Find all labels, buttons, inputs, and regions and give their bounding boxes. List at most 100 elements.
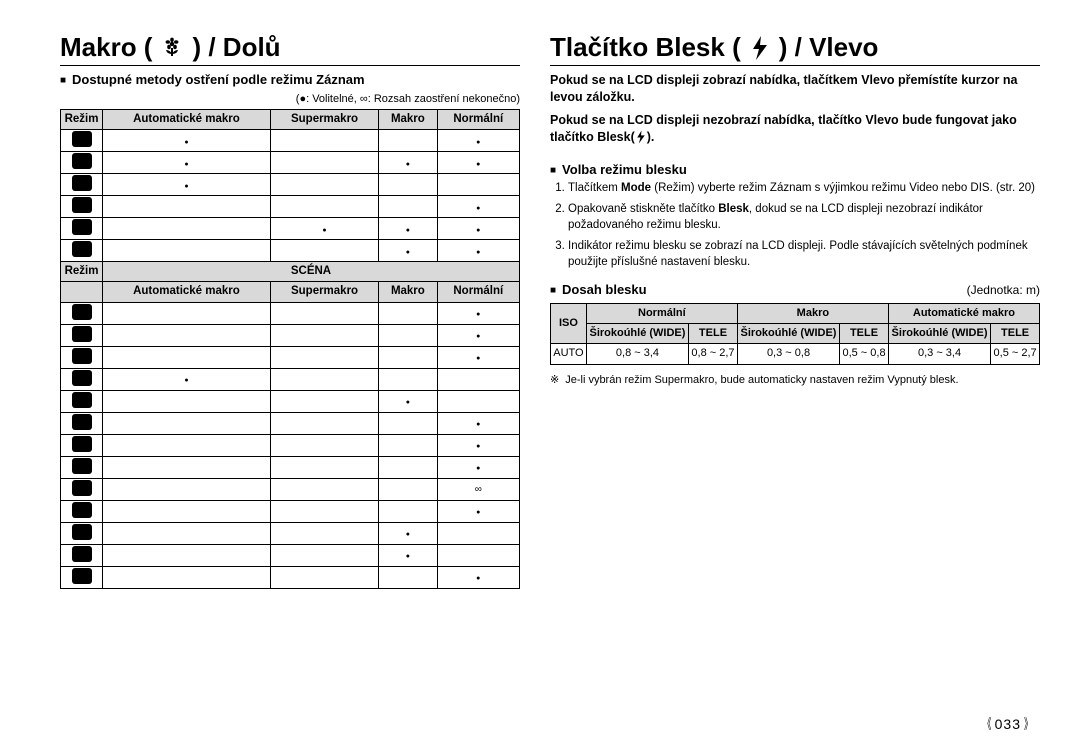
- cell-macro: [379, 302, 437, 324]
- th-wide3: Širokoúhlé (WIDE): [888, 324, 990, 344]
- mode-icon-cell: [61, 130, 103, 152]
- cell-macro: [379, 390, 437, 412]
- mode-icon-cell: [61, 522, 103, 544]
- mode-icon-cell: [61, 368, 103, 390]
- cell-normal: [437, 522, 519, 544]
- rtitle-post: ) / Vlevo: [779, 32, 879, 63]
- cell-super: [270, 324, 378, 346]
- cell-macro: [379, 130, 437, 152]
- th-rmacro: Makro: [737, 304, 888, 324]
- cell-super: [270, 412, 378, 434]
- cell-normal: [437, 478, 519, 500]
- cell-macro: [379, 196, 437, 218]
- cell-auto: [103, 368, 271, 390]
- mode-icon-cell: [61, 500, 103, 522]
- mode-icon-cell: [61, 302, 103, 324]
- td-v4: 0,3 ~ 3,4: [888, 344, 990, 364]
- cell-macro: [379, 240, 437, 262]
- cell-normal: [437, 566, 519, 588]
- th-super: Supermakro: [270, 110, 378, 130]
- cell-normal: [437, 240, 519, 262]
- cell-macro: [379, 456, 437, 478]
- cell-normal: [437, 324, 519, 346]
- mode-icon: [72, 197, 92, 213]
- th-wide1: Širokoúhlé (WIDE): [586, 324, 688, 344]
- mode-icon-cell: [61, 240, 103, 262]
- mode-icon-cell: [61, 412, 103, 434]
- cell-auto: [103, 500, 271, 522]
- th-tele2: TELE: [840, 324, 889, 344]
- th-normal: Normální: [437, 110, 519, 130]
- td-v0: 0,8 ~ 3,4: [586, 344, 688, 364]
- rtitle-pre: Tlačítko Blesk (: [550, 32, 741, 63]
- cell-auto: [103, 302, 271, 324]
- mode-icon: [72, 414, 92, 430]
- cell-normal: [437, 544, 519, 566]
- th-super2: Supermakro: [270, 282, 378, 302]
- mode-icon-cell: [61, 324, 103, 346]
- mode-icon: [72, 568, 92, 584]
- cell-macro: [379, 346, 437, 368]
- range-table: ISO Normální Makro Automatické makro Šir…: [550, 303, 1040, 365]
- mode-icon: [72, 326, 92, 342]
- cell-auto: [103, 346, 271, 368]
- th-rnormal: Normální: [586, 304, 737, 324]
- step-2: Opakovaně stiskněte tlačítko Blesk, doku…: [568, 202, 1040, 233]
- cell-macro: [379, 174, 437, 196]
- left-subhead: Dostupné metody ostření podle režimu Záz…: [60, 72, 520, 87]
- cell-normal: [437, 196, 519, 218]
- flash-icon: [749, 35, 771, 61]
- mode-icon: [72, 480, 92, 496]
- td-v3: 0,5 ~ 0,8: [840, 344, 889, 364]
- mode-icon: [72, 524, 92, 540]
- cell-macro: [379, 566, 437, 588]
- cell-super: [270, 346, 378, 368]
- cell-normal: [437, 412, 519, 434]
- right-title: Tlačítko Blesk ( ) / Vlevo: [550, 32, 1040, 63]
- cell-auto: [103, 412, 271, 434]
- step-1: Tlačítkem Mode (Režim) vyberte režim Záz…: [568, 181, 1040, 197]
- mode-icon-cell: [61, 152, 103, 174]
- mode-icon: [72, 436, 92, 452]
- para1: Pokud se na LCD displeji zobrazí nabídka…: [550, 72, 1040, 106]
- mode-icon-cell: [61, 196, 103, 218]
- mode-icon-cell: [61, 390, 103, 412]
- cell-macro: [379, 368, 437, 390]
- cell-auto: [103, 522, 271, 544]
- cell-super: [270, 240, 378, 262]
- cell-normal: [437, 390, 519, 412]
- cell-macro: [379, 478, 437, 500]
- cell-super: [270, 152, 378, 174]
- cell-macro: [379, 324, 437, 346]
- cell-normal: [437, 434, 519, 456]
- td-v1: 0,8 ~ 2,7: [689, 344, 738, 364]
- cell-macro: [379, 412, 437, 434]
- cell-super: [270, 456, 378, 478]
- cell-macro: [379, 500, 437, 522]
- th-tele3: TELE: [991, 324, 1040, 344]
- cell-super: [270, 566, 378, 588]
- mode-icon-cell: [61, 478, 103, 500]
- th-rautomacro: Automatické makro: [888, 304, 1039, 324]
- cell-normal: [437, 152, 519, 174]
- cell-auto: [103, 566, 271, 588]
- mode-icon: [72, 175, 92, 191]
- cell-macro: [379, 434, 437, 456]
- mode-icon-cell: [61, 434, 103, 456]
- cell-super: [270, 434, 378, 456]
- cell-super: [270, 522, 378, 544]
- td-iso: AUTO: [551, 344, 587, 364]
- th-normal2: Normální: [437, 282, 519, 302]
- mode-icon: [72, 546, 92, 562]
- mode-icon-cell: [61, 456, 103, 478]
- cell-auto: [103, 240, 271, 262]
- mode-icon: [72, 348, 92, 364]
- mode-icon-cell: [61, 544, 103, 566]
- page-number: 《033》: [980, 714, 1036, 734]
- cell-normal: [437, 218, 519, 240]
- th-iso: ISO: [551, 304, 587, 344]
- modes-table: Režim Automatické makro Supermakro Makro…: [60, 109, 520, 589]
- cell-macro: [379, 544, 437, 566]
- flower-icon: [160, 36, 184, 60]
- cell-auto: [103, 218, 271, 240]
